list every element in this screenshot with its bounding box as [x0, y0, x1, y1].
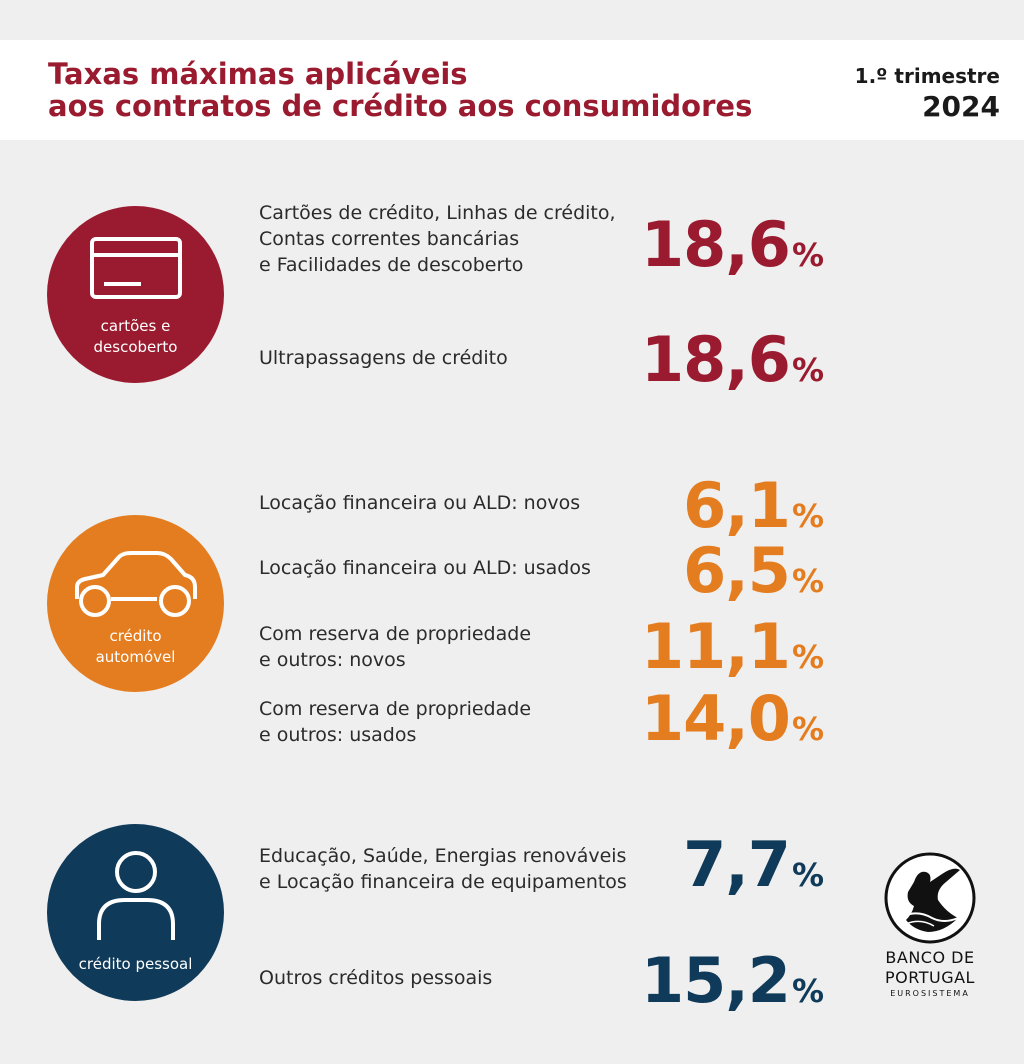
- year-label: 2024: [922, 90, 1000, 123]
- car-icon: [75, 551, 197, 617]
- rate-unit: %: [791, 236, 824, 274]
- row-label-leasing-used: Locação financeira ou ALD: usados: [259, 557, 591, 579]
- rate-unit: %: [791, 972, 824, 1010]
- personal-category-label: crédito pessoal: [78, 955, 193, 973]
- rate-value: 7,7: [683, 828, 791, 901]
- cards-category-circle: cartões e descoberto: [47, 206, 224, 383]
- rate-unit: %: [791, 497, 824, 535]
- auto-category-circle: crédito automóvel: [47, 515, 224, 692]
- rate-unit: %: [791, 638, 824, 676]
- row-label-leasing-new: Locação financeira ou ALD: novos: [259, 492, 581, 514]
- rate-value: 15,2: [640, 944, 791, 1017]
- row-label-reserve-new: Com reserva de propriedade e outros: nov…: [259, 623, 532, 671]
- rate-leasing-new: 6,1%: [683, 475, 824, 547]
- logo-line-2: PORTUGAL: [885, 968, 975, 987]
- row-label-overdraft: Ultrapassagens de crédito: [259, 347, 508, 369]
- rate-value: 18,6: [640, 323, 791, 396]
- rate-value: 14,0: [640, 682, 791, 755]
- rate-unit: %: [791, 856, 824, 894]
- credit-card-icon: [90, 237, 182, 299]
- rate-value: 11,1: [640, 610, 791, 683]
- person-icon: [97, 851, 175, 940]
- rate-reserve-new: 11,1%: [641, 616, 824, 688]
- auto-category-label: crédito automóvel: [95, 627, 176, 666]
- title-line-1: Taxas máximas aplicáveis: [48, 57, 468, 91]
- title-line-2: aos contratos de crédito aos consumidore…: [48, 89, 753, 123]
- quarter-label: 1.º trimestre: [854, 64, 1000, 88]
- page-title: Taxas máximas aplicáveis aos contratos d…: [48, 58, 752, 122]
- row-label-cards: Cartões de crédito, Linhas de crédito, C…: [259, 202, 616, 276]
- rate-unit: %: [791, 562, 824, 600]
- rate-education: 7,7%: [683, 834, 824, 906]
- rate-unit: %: [791, 710, 824, 748]
- row-label-other-personal: Outros créditos pessoais: [259, 967, 493, 989]
- rate-reserve-used: 14,0%: [641, 688, 824, 760]
- banco-de-portugal-logo: BANCO DE PORTUGAL EUROSISTEMA: [870, 852, 990, 1000]
- cards-category-label: cartões e descoberto: [93, 317, 178, 356]
- rate-cards: 18,6%: [641, 214, 824, 286]
- header-bar: [0, 40, 1024, 140]
- rate-value: 6,1: [683, 469, 791, 542]
- rate-unit: %: [791, 351, 824, 389]
- rate-value: 18,6: [640, 208, 791, 281]
- rate-value: 6,5: [683, 534, 791, 607]
- rate-overdraft: 18,6%: [641, 329, 824, 401]
- row-label-reserve-used: Com reserva de propriedade e outros: usa…: [259, 698, 532, 746]
- rate-leasing-used: 6,5%: [683, 540, 824, 612]
- rate-other-personal: 15,2%: [641, 950, 824, 1022]
- logo-line-1: BANCO DE: [885, 948, 975, 967]
- personal-category-circle: crédito pessoal: [47, 824, 224, 1001]
- banco-de-portugal-seal-icon: [884, 852, 976, 944]
- logo-line-3: EUROSISTEMA: [890, 989, 970, 998]
- row-label-education: Educação, Saúde, Energias renováveis e L…: [259, 845, 627, 893]
- period-label: 1.º trimestre 2024: [855, 62, 1000, 124]
